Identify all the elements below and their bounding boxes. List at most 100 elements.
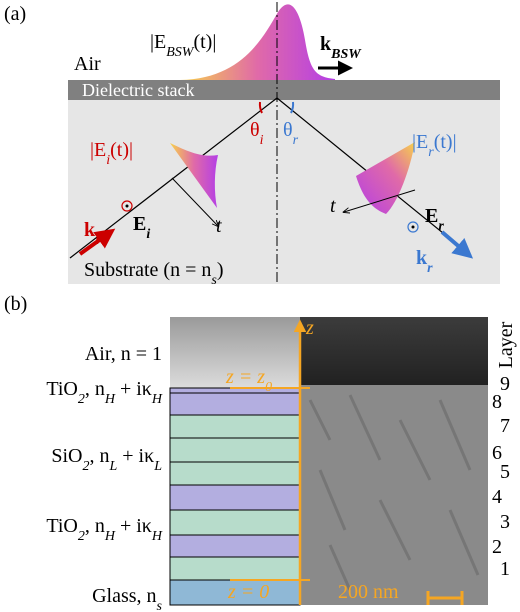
text-part: k <box>84 219 96 241</box>
layer-title: Layer <box>495 321 517 368</box>
theta-i-label: θi <box>250 119 264 148</box>
layer-stripes <box>169 387 301 606</box>
text-part: L <box>108 459 117 474</box>
text-part: i <box>95 233 99 248</box>
text-part: ) <box>217 259 224 281</box>
e-r-dot-center <box>411 225 415 229</box>
scale-label: 200 nm <box>338 581 399 603</box>
text-part: TiO <box>46 378 78 400</box>
text-part: (t)| <box>193 31 216 53</box>
text-part: H <box>151 392 163 407</box>
e-i-dot-center <box>125 204 129 208</box>
material-label: Air, n = 1 <box>85 343 162 365</box>
sem-layers <box>300 385 488 605</box>
substrate-region <box>68 100 500 284</box>
dielectric-stack <box>68 80 500 100</box>
text-part: 0 <box>265 380 272 395</box>
z0-label: z = z0 <box>225 366 272 395</box>
text-part: z = z <box>225 366 265 388</box>
k-r-label: kr <box>416 247 433 276</box>
e-i-label: Ei <box>133 213 150 242</box>
text-part: |E <box>412 131 428 153</box>
text-part: TiO <box>46 515 78 537</box>
material-label: SiO2, nL + iκL <box>51 445 162 474</box>
text-part: r <box>438 219 444 234</box>
k-i-label: ki <box>84 219 99 248</box>
layer-number: 9 <box>500 373 510 395</box>
text-part: s <box>211 273 217 288</box>
angle-i <box>258 101 263 114</box>
text-part: Substrate (n = n <box>84 259 211 281</box>
text-part: BSW <box>166 45 195 60</box>
text-part: r <box>293 133 299 148</box>
text-part: θ <box>283 119 293 141</box>
t-i-label: t <box>216 215 222 237</box>
panel-label: (a) <box>4 3 26 25</box>
text-part: θ <box>250 119 260 141</box>
text-part: + iκ <box>115 378 152 400</box>
panel-label: (b) <box>4 293 27 315</box>
sem-texture <box>308 394 480 591</box>
z-label: z <box>305 317 314 339</box>
text-part: |E <box>150 31 166 53</box>
e-r-envelope-label: |Er(t)| <box>412 131 457 160</box>
text-part: H <box>104 392 116 407</box>
text-part: s <box>157 599 163 612</box>
air-region <box>170 317 300 388</box>
text-part: H <box>151 529 163 544</box>
t-axis-r <box>344 189 416 212</box>
theta-r-label: θr <box>283 119 299 148</box>
text-part: BSW <box>330 47 362 62</box>
air-label: Air <box>74 53 101 75</box>
k-bsw-label: kBSW <box>320 33 362 62</box>
e-i-dot <box>121 200 133 212</box>
t-axis-i <box>171 177 218 226</box>
text-part: , n <box>85 378 105 400</box>
k-i-arrow <box>78 228 116 256</box>
text-part: + iκ <box>117 445 154 467</box>
stack-label: Dielectric stack <box>82 80 194 100</box>
text-part: E <box>425 205 438 227</box>
e-r-label: Er <box>425 205 444 234</box>
substrate-label: Substrate (n = ns) <box>84 259 224 288</box>
sem-air <box>300 317 488 388</box>
text-part: E <box>133 213 146 235</box>
material-label: TiO2, nH + iκH <box>46 515 163 544</box>
e-i-envelope-label: |Ei(t)| <box>90 139 133 168</box>
text-part: 2 <box>82 459 89 474</box>
text-part: i <box>146 227 150 242</box>
panel-a: (a) Air |EBSW(t)| kBSW Dielectric stack … <box>4 2 500 288</box>
reflected-envelope <box>356 142 415 214</box>
layer-number: 6 <box>492 442 502 464</box>
e-bsw-label: |EBSW(t)| <box>150 31 216 60</box>
text-part: H <box>104 529 116 544</box>
text-part: r <box>428 145 434 160</box>
angle-r <box>290 101 295 114</box>
text-part: 2 <box>78 392 85 407</box>
z-zero-label: z = 0 <box>227 581 269 603</box>
layer-number: 2 <box>492 536 502 558</box>
bsw-envelope <box>180 4 335 80</box>
text-part: i <box>260 133 264 148</box>
text-part: SiO <box>51 445 82 467</box>
text-part: Air, n = 1 <box>85 343 162 365</box>
text-part: (t)| <box>110 139 133 161</box>
text-part: 2 <box>78 529 85 544</box>
material-label: TiO2, nH + iκH <box>46 378 163 407</box>
layer-number: 1 <box>500 558 510 580</box>
text-part: (t)| <box>434 131 457 153</box>
text-part: L <box>153 459 162 474</box>
text-part: i <box>106 153 110 168</box>
layer-number: 3 <box>500 511 510 533</box>
e-r-dot <box>407 221 419 233</box>
panel-b: (b) z z = z0 z = 0 200 nm Layer <box>4 293 517 606</box>
layer-number: 4 <box>492 486 502 508</box>
layer-number: 7 <box>500 415 510 437</box>
text-part: k <box>320 33 332 55</box>
text-part: , n <box>89 445 109 467</box>
material-label: Glass, ns <box>92 585 162 612</box>
text-part: r <box>427 261 433 276</box>
text-part: + iκ <box>115 515 152 537</box>
text-part: , n <box>85 515 105 537</box>
